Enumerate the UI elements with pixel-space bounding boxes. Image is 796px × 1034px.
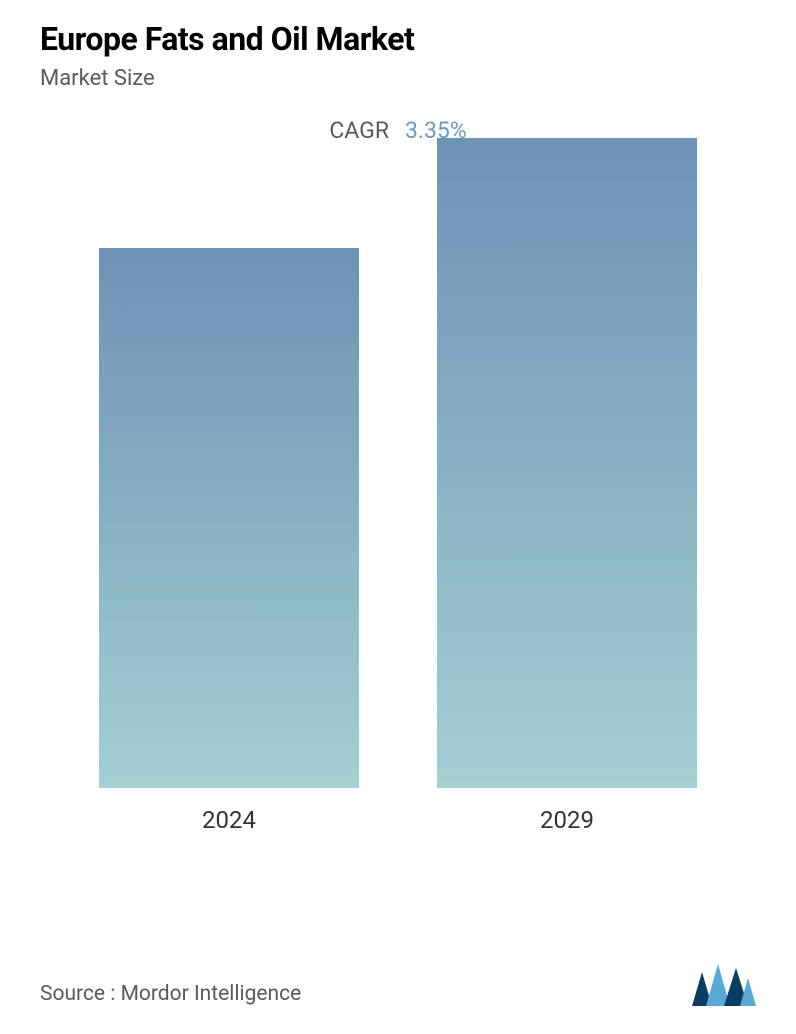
bar-2024 (99, 248, 359, 788)
bar-chart: 2024 2029 (40, 174, 756, 894)
page-title: Europe Fats and Oil Market (40, 20, 756, 58)
bar-group-2029: 2029 (432, 138, 702, 834)
bar-group-2024: 2024 (94, 248, 364, 834)
cagr-label: CAGR (329, 117, 389, 144)
footer: Source : Mordor Intelligence (40, 964, 756, 1006)
bar-label-2024: 2024 (202, 806, 256, 834)
bar-label-2029: 2029 (540, 806, 594, 834)
source-text: Source : Mordor Intelligence (40, 982, 301, 1006)
mordor-logo-icon (692, 964, 756, 1006)
bar-2029 (437, 138, 697, 788)
chart-container: Europe Fats and Oil Market Market Size C… (0, 0, 796, 1034)
bars-container: 2024 2029 (40, 174, 756, 834)
page-subtitle: Market Size (40, 66, 756, 91)
